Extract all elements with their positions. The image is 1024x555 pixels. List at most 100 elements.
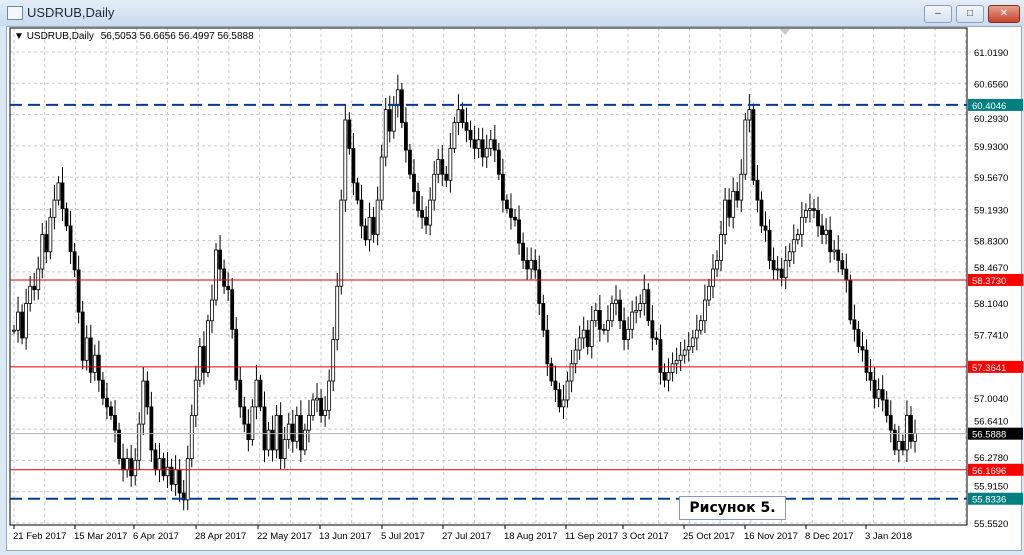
candle-bull <box>395 89 400 106</box>
candle-bull <box>294 415 299 442</box>
y-tick-label: 56.6410 <box>974 417 1008 428</box>
candle-bull <box>711 268 715 287</box>
candle-bull <box>367 216 372 241</box>
candle-bull <box>723 199 728 235</box>
y-tick-label: 55.5520 <box>974 519 1008 530</box>
candle-bear <box>852 319 857 330</box>
candle-bear <box>735 191 740 201</box>
price-level-label-bg <box>968 98 1023 111</box>
candle-bear <box>888 415 893 431</box>
candle-bull <box>626 328 631 341</box>
candle-bull <box>197 346 202 381</box>
candle-bull <box>173 469 178 485</box>
candle-bear <box>816 210 820 227</box>
y-tick-label: 59.1930 <box>974 205 1008 216</box>
x-tick-label: 18 Aug 2017 <box>504 531 557 542</box>
candle-bull <box>323 409 328 416</box>
candle-bear <box>601 328 606 331</box>
x-tick-label: 13 Jun 2017 <box>319 531 371 542</box>
candle-bull <box>335 285 340 341</box>
candle-bull <box>339 199 344 287</box>
candle-bull <box>48 216 53 253</box>
candle-bull <box>529 260 534 270</box>
candle-bear <box>880 389 885 401</box>
candle-bear <box>347 119 352 149</box>
x-tick-label: 3 Oct 2017 <box>622 531 668 542</box>
candle-bear <box>444 173 449 181</box>
candle-bull <box>678 354 683 361</box>
candle-bear <box>840 260 845 270</box>
candle-bull <box>719 234 723 261</box>
minimize-button[interactable]: – <box>924 5 952 23</box>
y-tick-label: 58.1040 <box>974 299 1008 310</box>
candle-bull <box>787 251 792 261</box>
candle-bear <box>230 289 235 330</box>
candle-bear <box>533 260 538 271</box>
candle-bull <box>307 415 311 431</box>
candle-bull <box>311 399 315 416</box>
candle-bull <box>638 303 643 311</box>
candle-bear <box>416 191 420 211</box>
candle-bear <box>201 346 206 373</box>
candle-bear <box>109 406 113 416</box>
candle-bear <box>618 299 622 322</box>
x-tick-label: 5 Jul 2017 <box>381 531 425 542</box>
candle-bear <box>64 208 69 227</box>
candle-bear <box>424 216 429 226</box>
candle-bear <box>658 339 663 373</box>
candle-bear <box>242 406 247 425</box>
y-tick-label: 60.6560 <box>974 79 1008 90</box>
maximize-button[interactable]: □ <box>956 5 984 23</box>
candle-bull <box>315 397 319 401</box>
candle-bull <box>686 346 691 351</box>
candle-bear <box>145 380 150 408</box>
candle-bull <box>593 309 598 322</box>
candle-bear <box>517 219 521 244</box>
candle-bear <box>226 285 231 291</box>
candle-bear <box>549 363 554 382</box>
candle-bull <box>448 148 453 181</box>
candle-bull <box>666 372 671 381</box>
candle-bull <box>40 234 45 270</box>
candle-bear <box>60 182 65 210</box>
close-button[interactable]: ✕ <box>988 5 1020 23</box>
candle-bull <box>573 349 578 365</box>
legend-ohlc: 56,5053 56.6656 56.4997 56.5888 <box>100 31 254 42</box>
candle-bull <box>193 379 198 416</box>
candle-bull <box>484 148 489 158</box>
candle-bull <box>569 363 574 382</box>
candle-bear <box>246 423 251 441</box>
candle-bull <box>739 173 744 201</box>
candle-bull <box>125 458 130 471</box>
candle-bear <box>44 234 49 253</box>
candle-bear <box>290 423 295 442</box>
price-level-label: 58.3730 <box>972 276 1006 287</box>
figure-caption: Рисунок 5. <box>679 496 786 520</box>
candle-bull <box>589 320 594 347</box>
candle-bear <box>541 303 546 331</box>
candle-bull <box>185 458 190 501</box>
candle-bull <box>707 285 711 301</box>
candle-bear <box>440 159 445 175</box>
y-tick-label: 58.8300 <box>974 237 1008 248</box>
candle-bull <box>642 289 647 304</box>
candle-bear <box>262 406 267 451</box>
x-tick-label: 16 Nov 2017 <box>744 531 798 542</box>
candle-bull <box>577 337 582 351</box>
price-level-label-bg <box>968 492 1023 505</box>
x-tick-label: 22 May 2017 <box>257 531 312 542</box>
candle-bear <box>121 458 125 471</box>
candle-bull <box>52 199 57 218</box>
legend-dropdown-icon[interactable]: ▼ <box>14 31 24 42</box>
candle-bull <box>331 339 336 382</box>
candle-bear <box>72 251 77 271</box>
candle-bull <box>428 199 433 226</box>
candle-bull <box>452 122 457 149</box>
candle-bull <box>343 119 348 201</box>
window-title: USDRUB,Daily <box>27 5 115 20</box>
candle-bull <box>92 354 97 373</box>
candle-bear <box>76 269 81 313</box>
candle-bear <box>828 229 833 253</box>
candle-bull <box>391 104 396 132</box>
